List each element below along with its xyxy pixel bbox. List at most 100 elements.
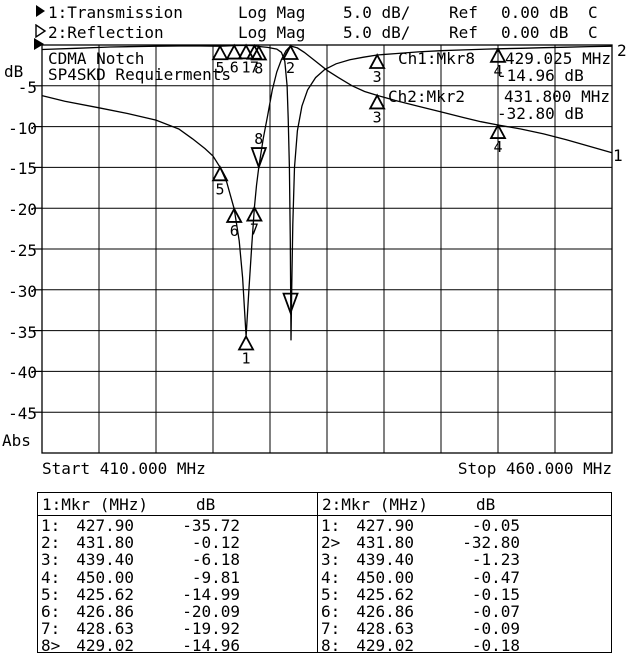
channel2-ref-label: Ref	[449, 23, 478, 42]
marker-table-row: 2: 431.80 -0.12	[38, 534, 317, 551]
marker-number: 7:	[321, 619, 341, 639]
marker-ch1-8-icon	[250, 147, 268, 170]
channel1-trace-label: 1:Transmission	[48, 3, 183, 22]
marker-table-row: 5: 425.62 -14.99	[38, 586, 317, 603]
ch1-marker-readout-label: Ch1:Mkr8	[398, 49, 476, 68]
marker-frequency: 431.80	[356, 533, 414, 553]
marker-frequency: 426.86	[356, 602, 414, 621]
y-axis-tick-label: -35	[8, 322, 37, 342]
marker-table-row: 3: 439.40 -6.18	[38, 551, 317, 568]
marker-frequency: 450.00	[356, 567, 414, 587]
channel2-ref-value: 0.00 dB	[501, 23, 569, 42]
marker-ch1-4-icon	[489, 123, 507, 139]
marker-table-ch1-unit: dB	[196, 495, 216, 514]
y-axis-unit-label: dB	[4, 62, 24, 81]
marker-ch2-1-icon	[237, 43, 255, 60]
marker-frequency: 429.02	[356, 636, 414, 656]
marker-number: 6:	[321, 602, 341, 621]
marker-value: -0.09	[471, 619, 520, 639]
marker-number: 5:	[41, 584, 61, 604]
trace2-end-label: 2	[617, 41, 627, 60]
ch2-marker-readout-label: Ch2:Mkr2	[388, 87, 466, 106]
marker-value: -0.18	[471, 636, 520, 656]
y-axis-tick-label: -30	[8, 281, 37, 301]
trace1-end-label: 1	[613, 146, 623, 165]
marker-number: 4:	[41, 567, 61, 587]
y-axis-tick-label: -20	[8, 200, 37, 220]
marker-table-row: 5: 425.62 -0.15	[318, 586, 611, 603]
marker-ch1-4-label: 4	[493, 138, 502, 156]
marker-table-row: 8: 429.02 -0.18	[318, 637, 611, 654]
marker-table-row: 1: 427.90 -0.05	[318, 517, 611, 534]
marker-table-ch2: 2:Mkr (MHz) dB 1: 427.90 -0.05 2> 431.80 -32.…	[317, 492, 612, 654]
marker-ch1-3-icon	[368, 93, 386, 110]
marker-ch2-8-label: 8	[254, 59, 263, 77]
channel1-active-arrow-icon	[35, 4, 47, 20]
marker-frequency: 439.40	[76, 550, 134, 570]
y-axis-tick-label: -40	[8, 363, 37, 383]
marker-ch1-2-label: 2	[286, 59, 295, 77]
marker-number: 3:	[41, 550, 61, 570]
marker-number: 1:	[41, 516, 61, 535]
channel2-format: Log Mag	[238, 23, 306, 42]
marker-value: -0.15	[471, 584, 520, 604]
trace-transmission	[41, 45, 613, 337]
marker-ch1-3-label: 3	[373, 108, 382, 126]
marker-frequency: 427.90	[356, 516, 414, 535]
marker-number: 5:	[321, 584, 341, 604]
graph-border	[41, 44, 613, 454]
marker-ch2-3-label: 3	[373, 68, 382, 86]
marker-ch1-2-icon	[282, 44, 300, 60]
marker-value: -20.09	[182, 602, 240, 621]
marker-number: 1:	[321, 516, 341, 535]
marker-number: 8>	[41, 636, 61, 656]
marker-value: -0.12	[191, 533, 240, 553]
marker-ch1-5-icon	[211, 165, 229, 182]
x-axis-stop-label: Stop 460.000 MHz	[457, 459, 612, 478]
marker-table-row: 6: 426.86 -0.07	[318, 603, 611, 620]
marker-ch2-6-icon	[225, 43, 243, 60]
marker-frequency: 425.62	[356, 584, 414, 604]
marker-ch2-1-label: 1	[242, 58, 251, 76]
marker-ch1-5-label: 5	[216, 180, 225, 198]
marker-ch2-2-icon	[282, 292, 299, 316]
trace-reflection	[41, 44, 613, 341]
marker-value: -6.18	[191, 550, 240, 570]
ch2-marker-readout-freq: 431.800 MHz	[504, 87, 610, 106]
marker-table-ch1-title: 1:Mkr (MHz)	[42, 495, 148, 514]
marker-ch1-1-label: 1	[242, 349, 251, 367]
marker-frequency: 426.86	[76, 602, 134, 621]
marker-ch1-7-icon	[245, 205, 263, 222]
y-axis-tick-label: -5	[17, 77, 37, 97]
ch1-marker-readout-value: -14.96 dB	[497, 66, 584, 85]
marker-value: -32.80	[462, 533, 520, 553]
marker-value: -14.99	[182, 584, 240, 604]
marker-number: 4:	[321, 567, 341, 587]
marker-ch2-5-label: 5	[216, 59, 225, 77]
marker-ch2-4-icon	[489, 46, 507, 63]
marker-table-ch1-header: 1:Mkr (MHz) dB	[38, 493, 317, 516]
marker-value: -9.81	[191, 567, 240, 587]
y-axis-bottom-label: Abs	[2, 431, 31, 450]
marker-ch2-7-label: 7	[250, 59, 259, 77]
graph-title-line2: SP4SKD Requierments	[48, 65, 232, 84]
marker-table-row: 3: 439.40 -1.23	[318, 551, 611, 568]
marker-table-ch2-header: 2:Mkr (MHz) dB	[318, 493, 611, 516]
marker-ch1-6-label: 6	[230, 222, 239, 240]
channel1-status-flag: C	[588, 3, 598, 22]
graph-title-line1: CDMA Notch	[48, 49, 145, 68]
marker-table-ch2-unit: dB	[476, 495, 496, 514]
marker-ch1-8-label: 8	[254, 130, 263, 148]
marker-table-row: 7: 428.63 -0.09	[318, 620, 611, 637]
y-axis-tick-label: -45	[8, 404, 37, 424]
channel1-format: Log Mag	[238, 3, 306, 22]
marker-number: 2:	[41, 533, 61, 553]
marker-ch2-6-label: 6	[230, 59, 239, 77]
y-axis-tick-label: -25	[8, 241, 37, 260]
marker-ch2-5-icon	[211, 44, 229, 61]
marker-value: -0.05	[471, 516, 520, 535]
y-axis-tick-label: -10	[8, 118, 37, 138]
marker-ch1-1-icon	[237, 334, 255, 351]
marker-frequency: 429.02	[76, 636, 134, 656]
